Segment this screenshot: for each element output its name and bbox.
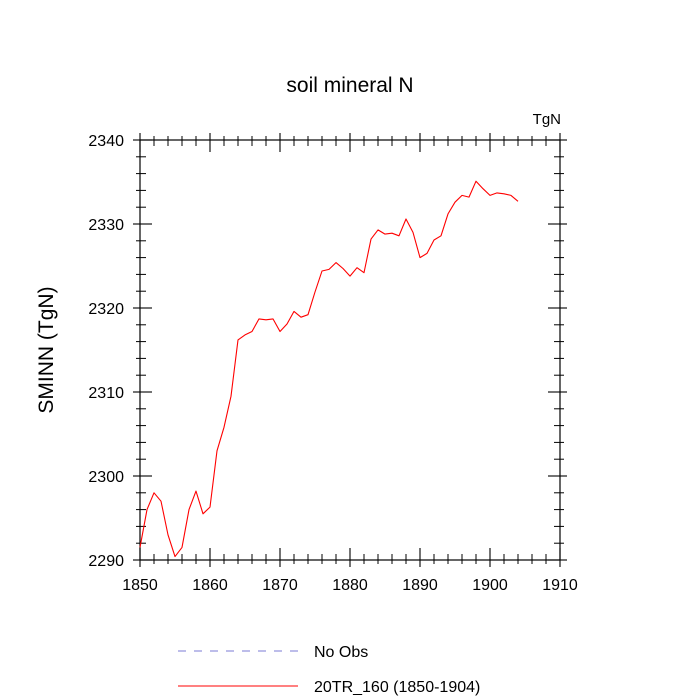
y-tick-label: 2290	[88, 553, 124, 570]
x-tick-label: 1890	[402, 577, 438, 594]
y-tick-label: 2310	[88, 385, 124, 402]
y-tick-label: 2330	[88, 217, 124, 234]
x-tick-label: 1860	[192, 577, 228, 594]
chart-title: soil mineral N	[286, 74, 413, 97]
x-tick-label: 1870	[262, 577, 298, 594]
x-tick-label: 1900	[472, 577, 508, 594]
plot-frame	[139, 139, 561, 561]
x-tick-labels: 1850 1860 1870 1880 1890 1900 1910	[122, 577, 578, 594]
legend-label-1: 20TR_160 (1850-1904)	[314, 679, 480, 696]
series-line-1	[139, 180, 519, 558]
x-tick-label: 1910	[542, 577, 578, 594]
x-tick-label: 1850	[122, 577, 158, 594]
y-axis-label: SMINN (TgN)	[35, 286, 58, 413]
axis-ticks	[133, 133, 567, 567]
units-label: TgN	[533, 111, 561, 128]
legend-label-0: No Obs	[314, 644, 368, 661]
legend: No Obs 20TR_160 (1850-1904)	[178, 644, 480, 696]
series-layer	[139, 180, 519, 558]
y-tick-label: 2320	[88, 301, 124, 318]
y-tick-labels: 2290 2300 2310 2320 2330 2340	[88, 133, 124, 570]
x-tick-label: 1880	[332, 577, 368, 594]
y-tick-label: 2340	[88, 133, 124, 150]
y-tick-label: 2300	[88, 469, 124, 486]
